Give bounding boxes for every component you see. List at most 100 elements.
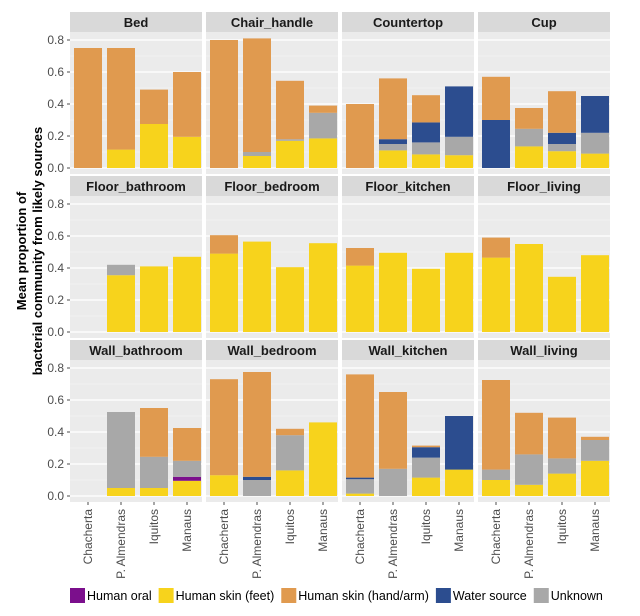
bar-wall-living-manaus [581,436,609,496]
bar-segment-unknown [515,454,543,485]
bar-floor-living-iquitos [548,276,576,332]
bar-segment-unknown [412,142,440,155]
bar-segment-hand [74,48,102,168]
bar-segment-feet [515,146,543,168]
panel-title-floor-kitchen: Floor_kitchen [365,179,450,194]
bar-segment-hand [276,428,304,436]
bar-countertop-chacherta [346,104,374,168]
bar-segment-unknown [243,152,271,156]
bar-segment-hand [482,237,510,258]
bar-countertop-p-almendras [379,78,407,168]
bar-segment-feet [173,136,201,168]
bar-floor-kitchen-chacherta [346,248,374,332]
legend-label-water: Water source [453,589,527,603]
panel-strip-floor-bedroom [206,176,338,196]
legend-label-oral: Human oral [87,589,152,603]
y-axis-label: Mean proportion of bacterial community f… [14,127,45,376]
bar-chair-handle-chacherta [210,40,238,168]
y-tick-label: 0.4 [47,97,64,111]
bar-segment-feet [346,265,374,332]
bar-segment-unknown [482,469,510,480]
x-tick-label-manaus: Manaus [452,509,466,552]
panel-strip-floor-bathroom [70,176,202,196]
legend-swatch-feet [158,588,174,603]
bar-floor-kitchen-manaus [445,252,473,332]
panel-title-floor-bathroom: Floor_bathroom [86,179,186,194]
panel-wall-living: Wall_living [478,340,610,502]
bar-segment-water [412,122,440,143]
bar-chair-handle-iquitos [276,80,304,168]
bar-bed-manaus [173,72,201,168]
bar-bed-chacherta [74,48,102,168]
bar-segment-feet [243,156,271,168]
bar-wall-kitchen-iquitos [412,445,440,496]
x-tick-label-chacherta: Chacherta [353,509,367,565]
bar-segment-unknown [107,412,135,488]
panel-floor-bathroom: Floor_bathroom [70,176,202,338]
bar-segment-feet [309,243,337,332]
x-tick-label-chacherta: Chacherta [217,509,231,565]
bar-wall-kitchen-manaus [445,416,473,496]
x-tick-label-manaus: Manaus [180,509,194,552]
panel-strip-wall-bedroom [206,340,338,360]
bar-segment-hand [548,91,576,133]
legend-item-water-source: Water source [435,588,527,603]
legend-label-feet: Human skin (feet) [176,589,275,603]
bar-segment-feet [140,266,168,332]
bar-wall-kitchen-chacherta [346,374,374,496]
panel-strip-wall-living [478,340,610,360]
panel-strip-countertop [342,12,474,32]
bar-segment-feet [210,253,238,332]
bar-segment-hand [548,417,576,459]
bar-segment-unknown [412,457,440,478]
bar-wall-living-iquitos [548,417,576,496]
bar-segment-feet [107,149,135,168]
bar-segment-feet [140,124,168,168]
bar-segment-hand [107,48,135,150]
bar-segment-hand [346,104,374,168]
bar-segment-unknown [276,435,304,471]
y-tick-label: 0.0 [47,325,64,339]
bar-segment-feet [309,422,337,496]
bar-segment-water [412,447,440,458]
bar-segment-hand [412,95,440,123]
y-tick-label: 0.0 [47,489,64,503]
bar-segment-hand [210,40,238,168]
bar-segment-feet [379,252,407,332]
panel-title-wall-bedroom: Wall_bedroom [227,343,316,358]
y-axis-label-line-1: Mean proportion of [14,191,29,310]
bar-segment-hand [173,428,201,461]
panel-wall-kitchen: Wall_kitchen [342,340,474,502]
bar-segment-feet [276,140,304,168]
panel-floor-kitchen: Floor_kitchen [342,176,474,338]
bar-segment-water [581,96,609,133]
bar-segment-feet [581,255,609,332]
panel-title-bed: Bed [124,15,149,30]
bar-wall-living-p-almendras [515,412,543,496]
bar-segment-unknown [309,112,337,139]
y-tick-label: 0.2 [47,457,64,471]
bar-cup-chacherta [482,76,510,168]
bar-segment-water [243,476,271,480]
legend-swatch-unknown [533,588,549,603]
legend-item-human-oral: Human oral [70,588,152,603]
bar-chair-handle-p-almendras [243,38,271,168]
y-tick-label: 0.4 [47,261,64,275]
bar-segment-hand [379,78,407,140]
legend-item-human-skin-hand-arm: Human skin (hand/arm) [281,588,429,603]
x-tick-label-iquitos: Iquitos [419,509,433,544]
legend-label-unknown: Unknown [551,589,603,603]
bar-segment-feet [548,151,576,168]
bar-segment-feet [548,473,576,496]
bar-floor-living-manaus [581,255,609,332]
bar-segment-water [346,477,374,480]
bar-floor-bedroom-manaus [309,243,337,332]
panel-title-wall-bathroom: Wall_bathroom [89,343,182,358]
bar-segment-water [445,86,473,137]
x-tick-label-chacherta: Chacherta [81,509,95,565]
bar-segment-hand [346,248,374,266]
x-tick-label-p-almendras: P. Almendras [114,509,128,579]
bar-segment-unknown [581,440,609,461]
x-axis-labels: Chacherta P. Almendras Iquitos Manaus Chache… [81,502,602,579]
bar-segment-hand [482,380,510,470]
